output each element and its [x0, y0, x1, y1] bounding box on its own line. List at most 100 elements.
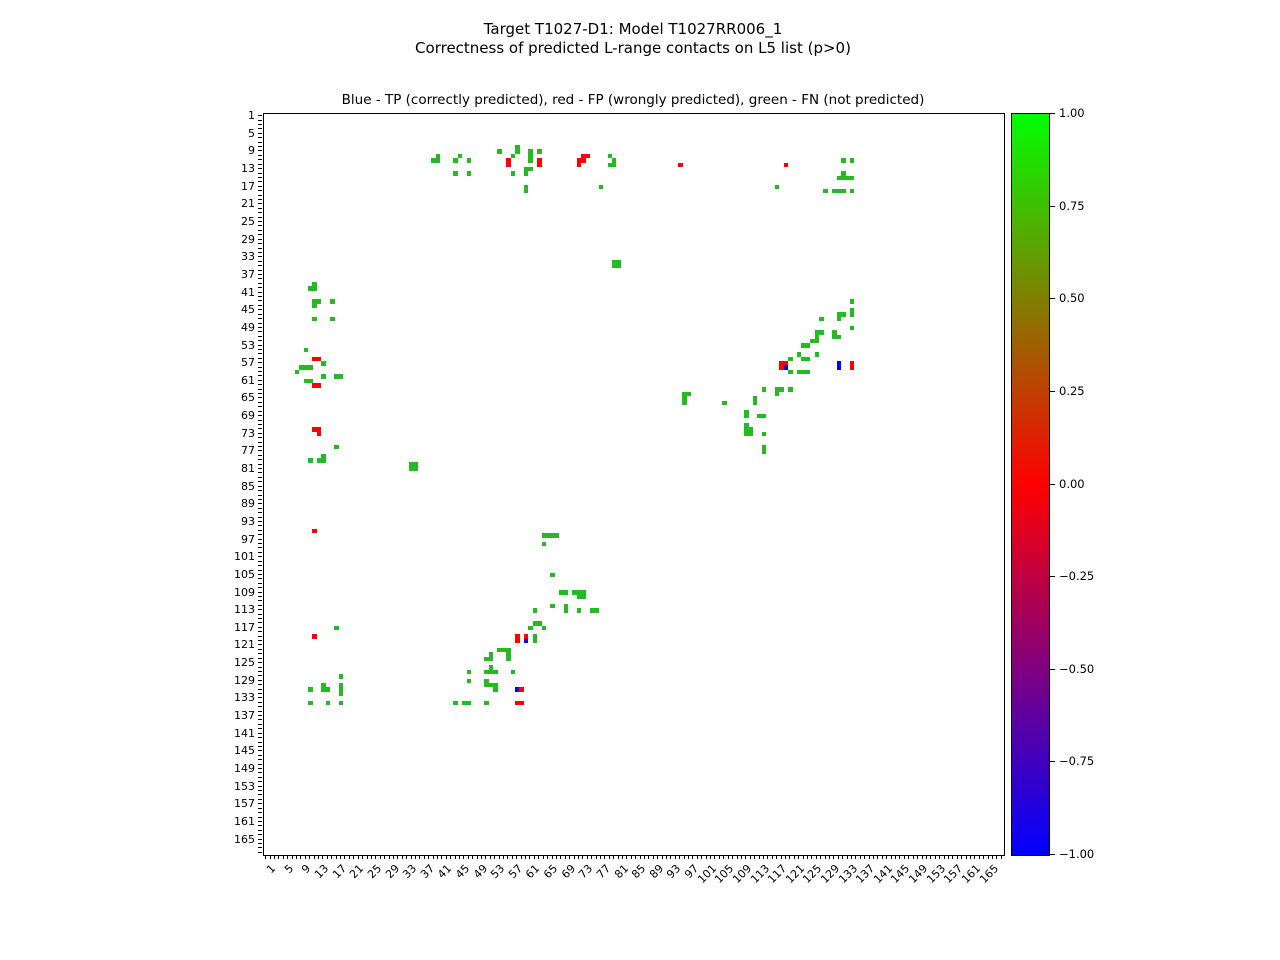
- contact-point: [849, 158, 855, 163]
- x-axis-tick: [784, 855, 786, 859]
- x-axis-tick: [507, 855, 509, 859]
- y-axis-tick: [258, 419, 262, 421]
- x-axis-tick: [296, 855, 298, 859]
- figure-title-line1: Target T1027-D1: Model T1027RR006_1: [483, 20, 783, 38]
- x-axis-tick: [384, 855, 386, 859]
- y-axis-tick: [258, 393, 262, 395]
- contact-point: [598, 184, 604, 190]
- contact-point: [523, 171, 529, 176]
- x-axis-tick: [604, 855, 606, 859]
- contact-point: [299, 365, 304, 370]
- y-axis-tick: [258, 176, 262, 178]
- contact-point: [788, 387, 793, 392]
- contact-point: [832, 334, 837, 340]
- x-axis-tick: [547, 855, 549, 859]
- y-axis-tick: [258, 820, 262, 822]
- contact-point: [744, 409, 749, 415]
- y-axis-tick: [258, 384, 262, 386]
- y-axis-tick: [258, 291, 262, 293]
- y-axis-tick: [258, 256, 262, 258]
- contact-point: [744, 422, 749, 428]
- x-axis-tick: [538, 855, 540, 859]
- contact-point: [488, 669, 494, 675]
- contact-point: [594, 608, 599, 613]
- x-axis-tick: [419, 855, 421, 859]
- x-axis-tick: [582, 855, 584, 859]
- colorbar-tick-label: −0.25: [1059, 569, 1095, 584]
- y-axis-tick: [258, 423, 262, 425]
- y-axis-tick: [258, 807, 262, 809]
- x-axis-tick: [842, 855, 844, 859]
- contact-point: [523, 184, 529, 190]
- y-axis-tick: [258, 234, 262, 236]
- y-axis-tick: [258, 842, 262, 844]
- x-axis-tick: [727, 855, 729, 859]
- y-axis-tick: [258, 287, 262, 289]
- contact-point: [686, 391, 692, 397]
- y-axis-tick-label: 61: [241, 373, 255, 387]
- contact-point: [761, 431, 767, 437]
- y-axis-tick-label: 125: [234, 656, 255, 670]
- y-axis-tick: [258, 490, 262, 492]
- y-axis-tick: [258, 613, 262, 615]
- y-axis-tick: [258, 754, 262, 756]
- y-axis-tick-label: 81: [241, 462, 255, 476]
- y-axis-tick: [258, 313, 262, 315]
- x-axis-tick: [736, 855, 738, 859]
- x-axis-tick: [833, 855, 835, 859]
- colorbar-tick-label: 0.50: [1059, 291, 1085, 306]
- contact-point: [462, 700, 467, 706]
- contact-point: [752, 400, 758, 406]
- x-axis-tick: [952, 855, 954, 859]
- y-axis-tick: [258, 154, 262, 156]
- y-axis-tick: [258, 459, 262, 461]
- y-axis-tick: [258, 551, 262, 553]
- x-axis-tick: [489, 855, 491, 859]
- contact-point: [611, 259, 617, 265]
- x-axis-tick: [573, 855, 575, 859]
- contact-point: [616, 263, 621, 269]
- x-axis-tick: [274, 855, 275, 859]
- y-axis-tick: [258, 631, 262, 633]
- y-axis-tick: [258, 595, 262, 597]
- y-axis-tick: [258, 216, 262, 218]
- contact-point: [589, 608, 595, 613]
- y-axis-tick: [258, 309, 262, 311]
- x-axis-tick: [961, 855, 963, 859]
- x-axis-tick: [414, 855, 416, 859]
- x-axis-tick: [811, 855, 813, 859]
- y-axis-tick: [258, 675, 262, 677]
- plot-area: [263, 113, 1005, 856]
- x-axis-tick: [577, 855, 579, 859]
- y-axis-tick: [258, 816, 262, 818]
- y-axis-tick: [258, 401, 262, 403]
- x-axis-tick: [934, 855, 936, 859]
- y-axis-tick: [258, 723, 262, 725]
- y-axis-tick: [258, 163, 262, 165]
- y-axis-tick: [258, 207, 262, 209]
- y-axis-tick: [258, 600, 262, 602]
- x-axis-tick-label: 21: [347, 862, 367, 882]
- y-axis-tick: [258, 357, 262, 359]
- contact-point: [488, 682, 494, 688]
- contact-point: [466, 158, 472, 163]
- x-axis-tick: [908, 855, 910, 859]
- y-axis-tick: [258, 529, 262, 531]
- x-axis-tick: [740, 855, 742, 859]
- y-axis-tick: [258, 238, 262, 240]
- contact-point: [576, 608, 582, 613]
- contact-point: [545, 533, 551, 538]
- y-axis-tick: [258, 516, 262, 518]
- contact-point: [294, 369, 300, 375]
- x-axis-tick: [533, 855, 535, 859]
- y-axis-tick: [258, 772, 262, 774]
- x-axis-tick: [692, 855, 694, 859]
- x-axis-tick: [472, 855, 474, 859]
- y-axis-tick-label: 129: [234, 673, 255, 687]
- y-axis-tick: [258, 432, 262, 434]
- y-axis-tick: [258, 838, 262, 840]
- contact-point: [532, 621, 538, 626]
- y-axis-tick: [258, 296, 262, 298]
- x-axis-tick: [718, 855, 720, 859]
- x-axis-tick-label: 5: [281, 862, 297, 877]
